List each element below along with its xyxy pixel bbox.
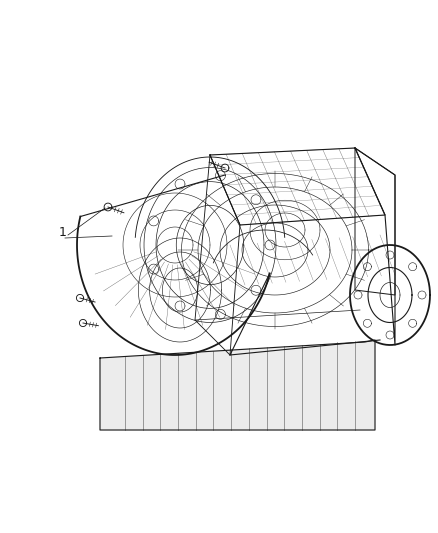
Text: 1: 1 [59, 225, 67, 238]
Polygon shape [100, 340, 375, 430]
